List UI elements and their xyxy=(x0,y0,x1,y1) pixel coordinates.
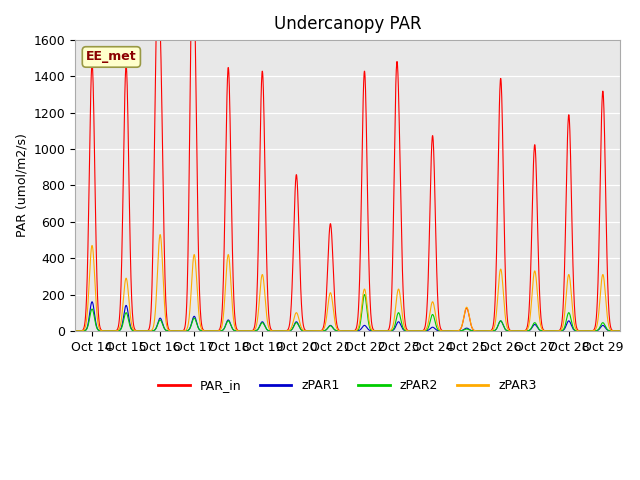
Title: Undercanopy PAR: Undercanopy PAR xyxy=(274,15,421,33)
PAR_in xyxy=(125,209,133,215)
PAR_in xyxy=(543,328,550,334)
Legend: PAR_in, zPAR1, zPAR2, zPAR3: PAR_in, zPAR1, zPAR2, zPAR3 xyxy=(154,374,541,397)
zPAR2 xyxy=(71,328,79,334)
Line: PAR_in: PAR_in xyxy=(75,40,620,331)
zPAR3 xyxy=(543,328,550,334)
zPAR1 xyxy=(380,328,388,334)
PAR_in xyxy=(512,328,520,334)
zPAR1 xyxy=(126,320,134,326)
PAR_in xyxy=(152,37,160,43)
zPAR1 xyxy=(243,328,251,334)
PAR_in xyxy=(243,328,251,334)
zPAR2 xyxy=(616,328,623,334)
PAR_in xyxy=(380,328,388,334)
zPAR2 xyxy=(360,292,368,298)
zPAR3 xyxy=(616,328,623,334)
zPAR3 xyxy=(71,328,79,334)
zPAR2 xyxy=(512,328,520,334)
zPAR1 xyxy=(88,299,96,305)
zPAR1 xyxy=(616,328,623,334)
PAR_in xyxy=(71,328,79,334)
zPAR3 xyxy=(156,232,164,238)
zPAR2 xyxy=(609,328,616,334)
zPAR2 xyxy=(125,322,133,327)
zPAR3 xyxy=(125,304,133,310)
zPAR3 xyxy=(276,328,284,334)
zPAR1 xyxy=(512,328,520,334)
Line: zPAR3: zPAR3 xyxy=(75,235,620,331)
Text: EE_met: EE_met xyxy=(86,50,137,63)
zPAR3 xyxy=(512,328,520,334)
zPAR3 xyxy=(609,328,616,334)
Line: zPAR2: zPAR2 xyxy=(75,295,620,331)
PAR_in xyxy=(446,328,454,334)
PAR_in xyxy=(609,327,616,333)
Y-axis label: PAR (umol/m2/s): PAR (umol/m2/s) xyxy=(15,133,28,238)
PAR_in xyxy=(616,328,623,334)
zPAR2 xyxy=(380,328,388,334)
zPAR1 xyxy=(71,328,79,334)
zPAR3 xyxy=(381,328,388,334)
zPAR2 xyxy=(243,328,251,334)
zPAR1 xyxy=(609,328,616,334)
Line: zPAR1: zPAR1 xyxy=(75,302,620,331)
zPAR3 xyxy=(243,328,251,334)
zPAR1 xyxy=(543,328,550,334)
zPAR2 xyxy=(446,328,454,334)
zPAR2 xyxy=(543,328,550,334)
zPAR1 xyxy=(446,328,454,334)
